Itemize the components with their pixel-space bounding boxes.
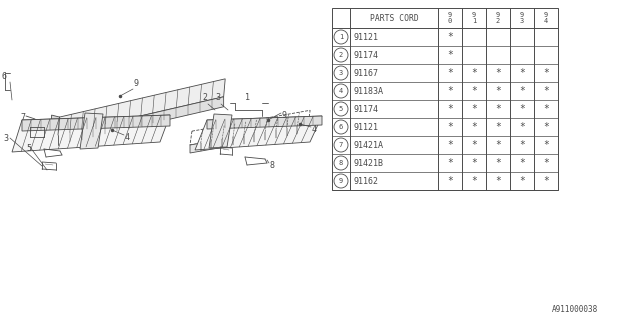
Text: *: *	[543, 140, 549, 150]
Text: *: *	[471, 176, 477, 186]
Circle shape	[334, 138, 348, 152]
Text: A911000038: A911000038	[552, 305, 598, 314]
Text: 3: 3	[216, 93, 221, 102]
Text: 91421A: 91421A	[353, 140, 383, 149]
Text: *: *	[447, 104, 453, 114]
Text: *: *	[471, 122, 477, 132]
Circle shape	[334, 120, 348, 134]
Text: *: *	[495, 104, 501, 114]
Text: *: *	[543, 104, 549, 114]
Text: *: *	[471, 86, 477, 96]
Text: *: *	[447, 86, 453, 96]
Text: 91121: 91121	[353, 123, 378, 132]
Text: 91421B: 91421B	[353, 158, 383, 167]
Text: 91121: 91121	[353, 33, 378, 42]
Text: *: *	[447, 176, 453, 186]
Text: *: *	[495, 68, 501, 78]
Polygon shape	[190, 124, 308, 153]
Text: 8: 8	[339, 160, 343, 166]
Circle shape	[334, 84, 348, 98]
Text: 91174: 91174	[353, 51, 378, 60]
Text: 8: 8	[270, 161, 275, 170]
Polygon shape	[22, 115, 170, 131]
Text: *: *	[471, 104, 477, 114]
Text: *: *	[519, 122, 525, 132]
Polygon shape	[80, 113, 103, 149]
Text: 9
1: 9 1	[472, 12, 476, 24]
Polygon shape	[195, 116, 322, 150]
Circle shape	[334, 174, 348, 188]
Text: 3: 3	[339, 70, 343, 76]
Text: *: *	[495, 158, 501, 168]
Text: 91183A: 91183A	[353, 86, 383, 95]
Text: 9
4: 9 4	[544, 12, 548, 24]
Text: *: *	[447, 140, 453, 150]
Bar	[332, 8, 558, 190]
Text: *: *	[447, 32, 453, 42]
Text: *: *	[495, 140, 501, 150]
Polygon shape	[12, 115, 170, 152]
Text: *: *	[519, 68, 525, 78]
Text: *: *	[447, 122, 453, 132]
Polygon shape	[58, 79, 225, 135]
Text: *: *	[543, 122, 549, 132]
Text: 9: 9	[282, 110, 287, 119]
Polygon shape	[50, 115, 60, 145]
Text: 9
3: 9 3	[520, 12, 524, 24]
Text: *: *	[519, 158, 525, 168]
Text: 4: 4	[339, 88, 343, 94]
Polygon shape	[58, 97, 223, 145]
Text: 9: 9	[133, 79, 138, 88]
Polygon shape	[207, 116, 322, 129]
Text: 3: 3	[3, 133, 8, 142]
Text: 9
0: 9 0	[448, 12, 452, 24]
Text: *: *	[447, 68, 453, 78]
Text: 4: 4	[125, 132, 130, 141]
Text: 2: 2	[339, 52, 343, 58]
Text: 5: 5	[26, 143, 31, 153]
Text: 6: 6	[339, 124, 343, 130]
Text: *: *	[543, 68, 549, 78]
Text: *: *	[519, 140, 525, 150]
Text: *: *	[447, 158, 453, 168]
Text: 91174: 91174	[353, 105, 378, 114]
Circle shape	[334, 102, 348, 116]
Text: 1: 1	[246, 93, 250, 102]
Text: *: *	[471, 68, 477, 78]
Text: 91167: 91167	[353, 68, 378, 77]
Text: 1: 1	[339, 34, 343, 40]
Text: *: *	[519, 86, 525, 96]
Text: *: *	[471, 158, 477, 168]
Text: 9
2: 9 2	[496, 12, 500, 24]
Polygon shape	[190, 110, 310, 145]
Circle shape	[334, 156, 348, 170]
Text: *: *	[447, 50, 453, 60]
Text: 7: 7	[20, 113, 25, 122]
Text: *: *	[495, 122, 501, 132]
Circle shape	[334, 30, 348, 44]
Text: *: *	[519, 176, 525, 186]
Text: *: *	[543, 176, 549, 186]
Text: *: *	[543, 158, 549, 168]
Text: *: *	[495, 86, 501, 96]
Text: 6: 6	[2, 72, 7, 81]
Text: *: *	[471, 140, 477, 150]
Text: *: *	[543, 86, 549, 96]
Circle shape	[334, 48, 348, 62]
Text: *: *	[519, 104, 525, 114]
Text: 9: 9	[339, 178, 343, 184]
Text: 5: 5	[339, 106, 343, 112]
Text: PARTS CORD: PARTS CORD	[370, 13, 419, 22]
Text: *: *	[495, 176, 501, 186]
Text: 7: 7	[339, 142, 343, 148]
Text: 91162: 91162	[353, 177, 378, 186]
Text: 4: 4	[312, 124, 317, 133]
Circle shape	[334, 66, 348, 80]
Polygon shape	[209, 114, 232, 148]
Text: 2: 2	[202, 93, 207, 102]
